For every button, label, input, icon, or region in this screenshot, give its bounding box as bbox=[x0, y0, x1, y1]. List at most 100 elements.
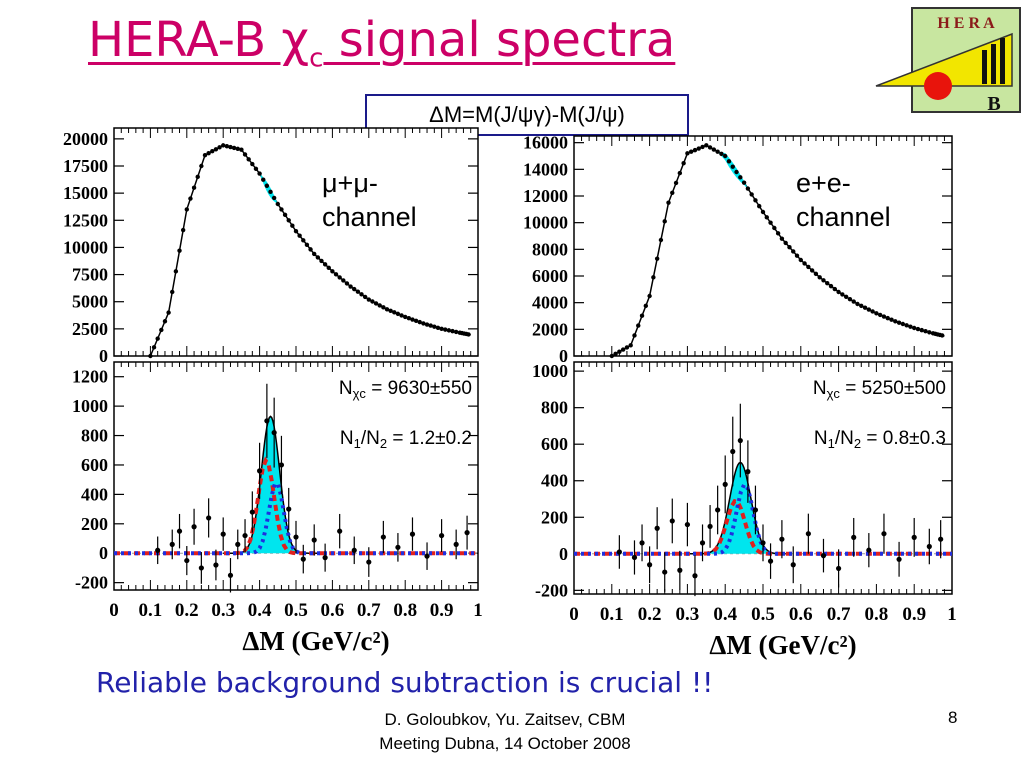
mumu-top-data-point bbox=[337, 275, 342, 280]
ee-top-data-point bbox=[874, 311, 879, 316]
mumu-bottom-data-point bbox=[242, 532, 248, 539]
mumu-top-data-point bbox=[330, 269, 335, 274]
ee-top-channel-label-1: e+e- bbox=[796, 168, 851, 198]
ee-bottom-data-point bbox=[730, 448, 736, 455]
ee-top-channel-label-2: channel bbox=[796, 202, 891, 232]
ee-top-data-point bbox=[939, 333, 945, 338]
mumu-top-data-point bbox=[443, 327, 448, 332]
mumu-top-data-point bbox=[428, 323, 433, 328]
ee-top-data-point bbox=[636, 323, 641, 328]
ee-top-data-point bbox=[719, 151, 724, 157]
mumu-bottom-data-point bbox=[206, 515, 212, 521]
ee-top-data-point bbox=[666, 200, 671, 205]
mumu-top-data-point bbox=[202, 152, 208, 158]
ee-bottom-data-point bbox=[752, 507, 759, 513]
mumu-top-data-point bbox=[162, 319, 168, 324]
ee-top-data-point bbox=[760, 209, 766, 215]
ee-bottom-n-label: Nχc = 5250±500 bbox=[813, 378, 946, 401]
mumu-top-data-point bbox=[341, 278, 346, 283]
mumu-top-data-point bbox=[242, 152, 248, 157]
mumu-bottom-data-point bbox=[395, 544, 401, 550]
mumu-bottom-xtick-label: 1 bbox=[473, 600, 483, 621]
ee-top-data-point bbox=[912, 325, 917, 331]
ee-bottom-xtick-label: 0.3 bbox=[676, 604, 700, 625]
mumu-top-data-point bbox=[170, 289, 175, 295]
ee-top-data-point bbox=[900, 321, 906, 327]
mumu-top-data-point bbox=[221, 143, 226, 148]
mumu-top-data-point bbox=[173, 269, 179, 274]
mumu-top-data-point bbox=[199, 163, 204, 169]
ee-top-data-point bbox=[809, 268, 815, 273]
mumu-top-data-point bbox=[466, 332, 471, 337]
ee-bottom-data-point bbox=[896, 556, 902, 562]
ee-top-data-point bbox=[628, 343, 633, 348]
ee-top-data-point bbox=[749, 192, 754, 197]
mumu-top-data-point bbox=[213, 147, 219, 152]
mumu-bottom-data-point bbox=[300, 556, 306, 562]
ee-top-data-point bbox=[738, 175, 743, 180]
ee-top-ytick-label: 12000 bbox=[523, 186, 568, 206]
ee-bottom-blue-component bbox=[574, 481, 952, 556]
mumu-top-data-point bbox=[399, 313, 404, 318]
title-tail: signal spectra bbox=[323, 12, 676, 68]
logo-bar-2 bbox=[991, 44, 996, 84]
mumu-top-data-point bbox=[370, 299, 375, 304]
ee-bottom-ytick-label: 400 bbox=[541, 471, 568, 491]
ee-top-data-point bbox=[866, 307, 872, 312]
mumu-bottom-data-point bbox=[198, 565, 204, 571]
mumu-bottom-xlabel: ΔM (GeV/c²) bbox=[242, 626, 389, 656]
mumu-top-ytick-label: 0 bbox=[99, 346, 108, 366]
mumu-top-data-point bbox=[424, 322, 430, 327]
ee-bottom-data-point bbox=[654, 525, 660, 531]
ee-top-data-point bbox=[893, 319, 898, 324]
mumu-bottom-data-point bbox=[155, 547, 161, 553]
ee-top-data-point bbox=[647, 293, 652, 299]
mumu-top-data-point bbox=[348, 284, 353, 289]
mumu-bottom-red-component bbox=[114, 456, 478, 556]
ee-bottom-data-point bbox=[737, 437, 743, 444]
mumu-top-data-point bbox=[366, 297, 371, 302]
ee-top-data-point bbox=[723, 153, 728, 159]
mumu-top-data-point bbox=[388, 308, 393, 314]
ee-top-data-point bbox=[613, 351, 618, 357]
ee-bottom-data-point bbox=[866, 547, 872, 553]
ee-top-data-point bbox=[685, 151, 690, 156]
mumu-bottom-xtick-label: 0.2 bbox=[175, 600, 199, 621]
mumu-bottom-xtick-label: 0.5 bbox=[284, 600, 308, 621]
mumu-bottom-signal-fill bbox=[223, 416, 318, 554]
ee-top-data-point bbox=[927, 330, 932, 335]
mumu-top-channel-label-2: channel bbox=[322, 202, 417, 232]
ee-bottom-data-point bbox=[820, 553, 827, 559]
mumu-top-data-point bbox=[304, 242, 310, 248]
mumu-bottom-data-point bbox=[271, 430, 277, 436]
ee-top-data-point bbox=[707, 145, 713, 150]
ee-top-data-point bbox=[877, 312, 883, 318]
mumu-bottom-data-point bbox=[278, 462, 285, 468]
ee-bottom-data-point bbox=[805, 531, 811, 537]
mumu-bottom-xtick-label: 0.4 bbox=[248, 600, 272, 621]
mumu-top-data-point bbox=[235, 146, 240, 152]
mumu-top-data-point bbox=[384, 307, 390, 312]
ee-top-data-point bbox=[855, 301, 860, 307]
mumu-top-data-point bbox=[432, 324, 437, 329]
ee-top-data-point bbox=[670, 190, 675, 195]
ee-bottom-xtick-label: 1 bbox=[947, 604, 957, 625]
mumu-bottom-data-point bbox=[191, 524, 197, 530]
ee-top-data-point bbox=[768, 220, 773, 225]
ee-bottom-xtick-label: 0.4 bbox=[713, 604, 737, 625]
ee-top-data-point bbox=[617, 349, 622, 354]
ee-bottom-data-point bbox=[639, 540, 645, 546]
ee-top-data-point bbox=[757, 203, 762, 209]
mumu-top-data-point bbox=[177, 248, 182, 253]
ee-top-data-point bbox=[662, 219, 667, 224]
ee-top-ytick-label: 4000 bbox=[532, 293, 568, 313]
mumu-bottom-ytick-label: -200 bbox=[75, 573, 108, 593]
mumu-top-data-point bbox=[257, 171, 262, 176]
mumu-bottom-data-point bbox=[264, 418, 270, 424]
ee-top-data-point bbox=[862, 305, 868, 310]
ee-top-data-point bbox=[692, 147, 698, 153]
ee-bottom-data-point bbox=[851, 534, 857, 540]
mumu-top-data-point bbox=[228, 144, 233, 150]
ee-top-data-point bbox=[688, 149, 694, 154]
